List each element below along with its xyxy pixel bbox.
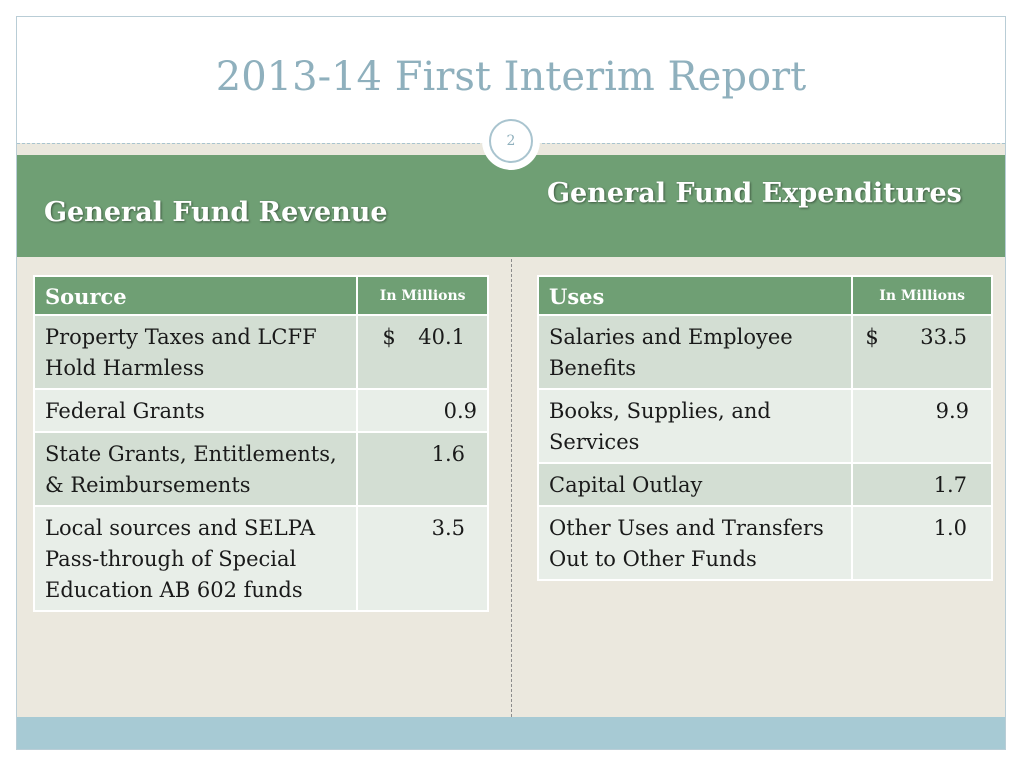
row-amount-cell: $ 40.1	[356, 314, 489, 390]
currency-symbol: $	[382, 325, 396, 349]
row-amount: 9.9	[935, 399, 969, 423]
table-row: Local sources and SELPA Pass-through of …	[32, 505, 489, 612]
table-row: Salaries and Employee Benefits $ 33.5	[536, 314, 993, 390]
revenue-heading: General Fund Revenue	[44, 197, 388, 228]
footer-band	[17, 717, 1005, 749]
currency-symbol: $	[865, 325, 879, 349]
row-label: Other Uses and Transfers Out to Other Fu…	[536, 505, 854, 581]
uses-column-header: Uses	[536, 275, 854, 316]
row-amount: 1.0	[933, 516, 967, 540]
row-amount: 3.5	[431, 516, 465, 540]
table-row: Books, Supplies, and Services 9.9	[536, 388, 993, 464]
slide: 2013-14 First Interim Report 2 General F…	[16, 16, 1006, 750]
row-amount-cell: 1.7	[851, 462, 993, 507]
page-number-badge: 2	[482, 112, 540, 170]
row-amount: 40.1	[418, 325, 465, 349]
row-amount: 1.6	[431, 442, 465, 466]
row-amount-cell: 9.9	[851, 388, 993, 464]
table-header-row: Uses In Millions	[536, 275, 993, 316]
row-label: Federal Grants	[32, 388, 359, 433]
row-label: Books, Supplies, and Services	[536, 388, 854, 464]
table-row: Property Taxes and LCFF Hold Harmless $ …	[32, 314, 489, 390]
row-label: Local sources and SELPA Pass-through of …	[32, 505, 359, 612]
row-amount-cell: 1.0	[851, 505, 993, 581]
amount-column-header: In Millions	[851, 275, 993, 316]
row-amount: 33.5	[920, 325, 967, 349]
row-amount: 0.9	[443, 399, 477, 423]
page-number: 2	[489, 119, 533, 163]
row-amount: 1.7	[933, 473, 967, 497]
row-amount-cell: 0.9	[356, 388, 489, 433]
header-band	[17, 155, 1005, 257]
row-amount-cell: 1.6	[356, 431, 489, 507]
table-row: Federal Grants 0.9	[32, 388, 489, 433]
row-amount-cell: $ 33.5	[851, 314, 993, 390]
slide-title: 2013-14 First Interim Report	[215, 54, 807, 100]
table-row: State Grants, Entitlements, & Reimbursem…	[32, 431, 489, 507]
expenditures-heading: General Fund Expenditures	[547, 178, 962, 209]
table-row: Capital Outlay 1.7	[536, 462, 993, 507]
amount-column-header: In Millions	[356, 275, 489, 316]
row-amount-cell: 3.5	[356, 505, 489, 612]
table-row: Other Uses and Transfers Out to Other Fu…	[536, 505, 993, 581]
row-label: Capital Outlay	[536, 462, 854, 507]
expenditures-table: Uses In Millions Salaries and Employee B…	[536, 275, 993, 581]
source-column-header: Source	[32, 275, 359, 316]
row-label: State Grants, Entitlements, & Reimbursem…	[32, 431, 359, 507]
row-label: Property Taxes and LCFF Hold Harmless	[32, 314, 359, 390]
revenue-table: Source In Millions Property Taxes and LC…	[32, 275, 489, 612]
table-header-row: Source In Millions	[32, 275, 489, 316]
row-label: Salaries and Employee Benefits	[536, 314, 854, 390]
column-divider	[511, 259, 512, 717]
